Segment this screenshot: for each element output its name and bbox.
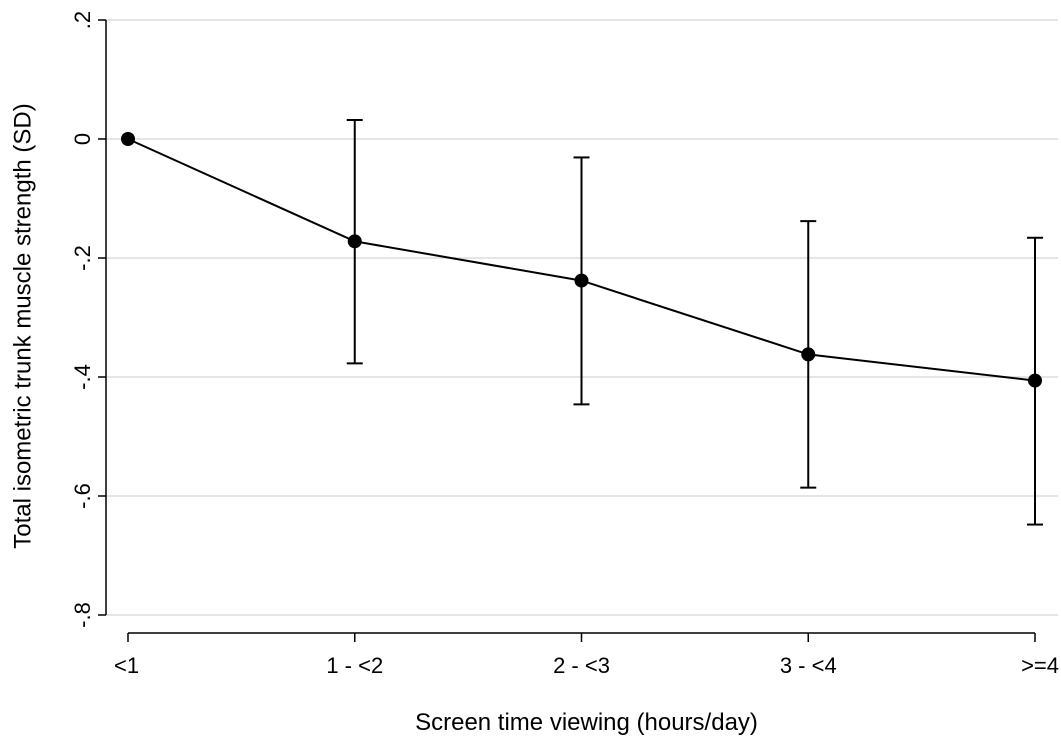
y-ticks: .2 0 -.2 -.4 -.6 -.8 <box>70 11 106 628</box>
x-tick-label: 1 - <2 <box>326 653 383 678</box>
data-point <box>1028 373 1042 388</box>
data-point <box>347 234 362 249</box>
y-axis-title: Total isometric trunk muscle strength (S… <box>9 103 36 548</box>
y-tick-label: -.6 <box>70 483 95 509</box>
x-tick-label: >=4 <box>1021 653 1059 678</box>
x-tick-label: 3 - <4 <box>780 653 837 678</box>
y-tick-label: 0 <box>70 133 95 145</box>
data-point <box>574 273 589 288</box>
y-tick-label: -.2 <box>70 245 95 271</box>
data-point <box>801 347 816 362</box>
x-axis-title: Screen time viewing (hours/day) <box>415 709 758 736</box>
series <box>121 118 1043 526</box>
x-tick-label: <1 <box>114 653 139 678</box>
y-tick-label: .2 <box>70 11 95 29</box>
data-point <box>121 132 135 146</box>
x-tick-label: 2 - <3 <box>553 653 610 678</box>
y-tick-label: -.4 <box>70 364 95 390</box>
x-ticks: <1 1 - <2 2 - <3 3 - <4 >=4 <box>114 633 1059 678</box>
y-tick-label: -.8 <box>70 602 95 628</box>
